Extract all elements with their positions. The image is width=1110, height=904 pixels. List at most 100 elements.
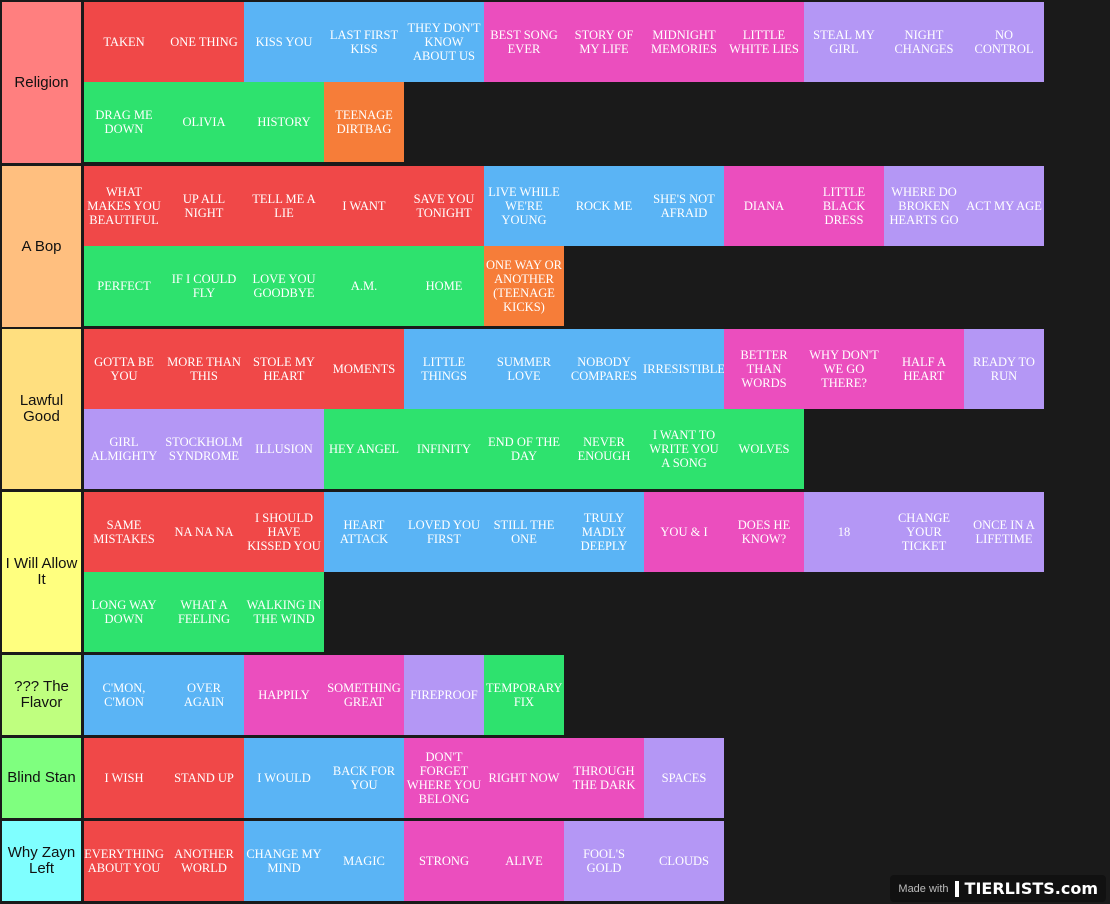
- tier-item[interactable]: THROUGH THE DARK: [564, 738, 644, 818]
- tier-item[interactable]: MORE THAN THIS: [164, 329, 244, 409]
- tier-item[interactable]: WHY DON'T WE GO THERE?: [804, 329, 884, 409]
- tier-item[interactable]: LIVE WHILE WE'RE YOUNG: [484, 166, 564, 246]
- tier-item[interactable]: DOES HE KNOW?: [724, 492, 804, 572]
- tier-item[interactable]: LITTLE BLACK DRESS: [804, 166, 884, 246]
- tier-item[interactable]: RIGHT NOW: [484, 738, 564, 818]
- tier-item[interactable]: LAST FIRST KISS: [324, 2, 404, 82]
- tier-item[interactable]: OVER AGAIN: [164, 655, 244, 735]
- tier-item[interactable]: SUMMER LOVE: [484, 329, 564, 409]
- tier-item[interactable]: ONE THING: [164, 2, 244, 82]
- tier-item[interactable]: DRAG ME DOWN: [84, 82, 164, 162]
- tier-item[interactable]: FOOL'S GOLD: [564, 821, 644, 901]
- tier-item[interactable]: TRULY MADLY DEEPLY: [564, 492, 644, 572]
- tier-item[interactable]: HOME: [404, 246, 484, 326]
- tier-item[interactable]: WALKING IN THE WIND: [244, 572, 324, 652]
- tier-item[interactable]: GOTTA BE YOU: [84, 329, 164, 409]
- tier-item[interactable]: A.M.: [324, 246, 404, 326]
- tier-item[interactable]: NOBODY COMPARES: [564, 329, 644, 409]
- tier-item[interactable]: SOMETHING GREAT: [324, 655, 404, 735]
- tier-item[interactable]: YOU & I: [644, 492, 724, 572]
- tier-item[interactable]: LOVED YOU FIRST: [404, 492, 484, 572]
- tier-item[interactable]: CHANGE MY MIND: [244, 821, 324, 901]
- tier-item[interactable]: WOLVES: [724, 409, 804, 489]
- tier-item[interactable]: C'MON, C'MON: [84, 655, 164, 735]
- tier-label[interactable]: A Bop: [2, 166, 81, 327]
- tier-item[interactable]: SPACES: [644, 738, 724, 818]
- tier-item[interactable]: SAME MISTAKES: [84, 492, 164, 572]
- tier-item[interactable]: KISS YOU: [244, 2, 324, 82]
- tier-item[interactable]: INFINITY: [404, 409, 484, 489]
- tier-item[interactable]: ANOTHER WORLD: [164, 821, 244, 901]
- tier-item[interactable]: STOCKHOLM SYNDROME: [164, 409, 244, 489]
- tier-label[interactable]: Lawful Good: [2, 329, 81, 489]
- tier-item[interactable]: PERFECT: [84, 246, 164, 326]
- tier-item[interactable]: WHAT MAKES YOU BEAUTIFUL: [84, 166, 164, 246]
- tier-item[interactable]: 18: [804, 492, 884, 572]
- tier-item[interactable]: MAGIC: [324, 821, 404, 901]
- tier-item[interactable]: HAPPILY: [244, 655, 324, 735]
- tier-item[interactable]: THEY DON'T KNOW ABOUT US: [404, 2, 484, 82]
- tier-item[interactable]: DON'T FORGET WHERE YOU BELONG: [404, 738, 484, 818]
- tier-item[interactable]: LOVE YOU GOODBYE: [244, 246, 324, 326]
- tier-item[interactable]: NO CONTROL: [964, 2, 1044, 82]
- tier-item[interactable]: I WOULD: [244, 738, 324, 818]
- tier-item[interactable]: TELL ME A LIE: [244, 166, 324, 246]
- tier-item[interactable]: HEY ANGEL: [324, 409, 404, 489]
- tier-item[interactable]: ROCK ME: [564, 166, 644, 246]
- tier-item[interactable]: MOMENTS: [324, 329, 404, 409]
- tier-item[interactable]: DIANA: [724, 166, 804, 246]
- tier-item[interactable]: NIGHT CHANGES: [884, 2, 964, 82]
- tier-item[interactable]: ILLUSION: [244, 409, 324, 489]
- tier-item[interactable]: LITTLE THINGS: [404, 329, 484, 409]
- tier-item[interactable]: I WISH: [84, 738, 164, 818]
- tier-item[interactable]: BEST SONG EVER: [484, 2, 564, 82]
- tier-item[interactable]: BACK FOR YOU: [324, 738, 404, 818]
- tier-item[interactable]: STOLE MY HEART: [244, 329, 324, 409]
- tier-item[interactable]: LITTLE WHITE LIES: [724, 2, 804, 82]
- tier-item[interactable]: END OF THE DAY: [484, 409, 564, 489]
- tier-item[interactable]: CLOUDS: [644, 821, 724, 901]
- tier-item[interactable]: STORY OF MY LIFE: [564, 2, 644, 82]
- tier-item[interactable]: BETTER THAN WORDS: [724, 329, 804, 409]
- tier-item[interactable]: TAKEN: [84, 2, 164, 82]
- tier-item[interactable]: ONCE IN A LIFETIME: [964, 492, 1044, 572]
- tier-item[interactable]: IF I COULD FLY: [164, 246, 244, 326]
- tier-item[interactable]: NEVER ENOUGH: [564, 409, 644, 489]
- tier-item[interactable]: TEENAGE DIRTBAG: [324, 82, 404, 162]
- tier-item[interactable]: STEAL MY GIRL: [804, 2, 884, 82]
- tier-item[interactable]: SHE'S NOT AFRAID: [644, 166, 724, 246]
- tier-item[interactable]: HALF A HEART: [884, 329, 964, 409]
- tierlists-watermark[interactable]: Made with TIERLISTS.com: [890, 875, 1106, 902]
- tier-item[interactable]: STRONG: [404, 821, 484, 901]
- tier-item[interactable]: STAND UP: [164, 738, 244, 818]
- tier-label[interactable]: ??? The Flavor: [2, 655, 81, 735]
- tier-item[interactable]: I WANT: [324, 166, 404, 246]
- tier-item[interactable]: READY TO RUN: [964, 329, 1044, 409]
- tier-label[interactable]: Religion: [2, 2, 81, 163]
- tier-label[interactable]: Why Zayn Left: [2, 821, 81, 901]
- tier-item[interactable]: CHANGE YOUR TICKET: [884, 492, 964, 572]
- tier-item[interactable]: ONE WAY OR ANOTHER (TEENAGE KICKS): [484, 246, 564, 326]
- tier-item[interactable]: FIREPROOF: [404, 655, 484, 735]
- tier-item[interactable]: WHAT A FEELING: [164, 572, 244, 652]
- tier-item[interactable]: ACT MY AGE: [964, 166, 1044, 246]
- tier-item[interactable]: STILL THE ONE: [484, 492, 564, 572]
- tier-item[interactable]: UP ALL NIGHT: [164, 166, 244, 246]
- tier-item[interactable]: GIRL ALMIGHTY: [84, 409, 164, 489]
- tier-item[interactable]: HISTORY: [244, 82, 324, 162]
- tier-label[interactable]: I Will Allow It: [2, 492, 81, 652]
- tier-item[interactable]: LONG WAY DOWN: [84, 572, 164, 652]
- tier-item[interactable]: HEART ATTACK: [324, 492, 404, 572]
- tier-item[interactable]: EVERYTHING ABOUT YOU: [84, 821, 164, 901]
- tier-item[interactable]: SAVE YOU TONIGHT: [404, 166, 484, 246]
- tier-item[interactable]: IRRESISTIBLE: [643, 329, 725, 409]
- tier-item[interactable]: I WANT TO WRITE YOU A SONG: [644, 409, 724, 489]
- tier-item[interactable]: I SHOULD HAVE KISSED YOU: [244, 492, 324, 572]
- tier-item[interactable]: OLIVIA: [164, 82, 244, 162]
- tier-item[interactable]: TEMPORARY FIX: [484, 655, 564, 735]
- tier-item[interactable]: WHERE DO BROKEN HEARTS GO: [884, 166, 964, 246]
- tier-item[interactable]: ALIVE: [484, 821, 564, 901]
- tier-label[interactable]: Blind Stan: [2, 738, 81, 818]
- tier-item[interactable]: NA NA NA: [164, 492, 244, 572]
- tier-item[interactable]: MIDNIGHT MEMORIES: [644, 2, 724, 82]
